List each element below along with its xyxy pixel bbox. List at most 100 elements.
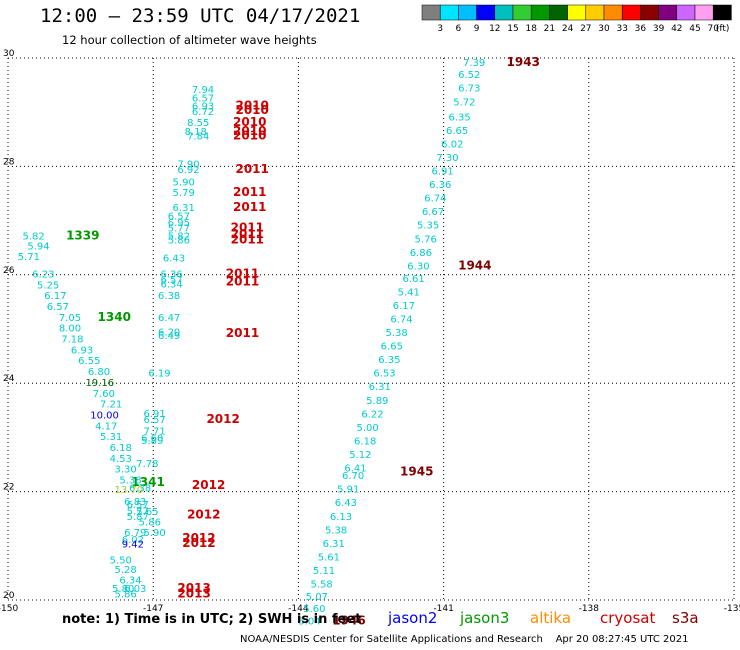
colorbar-unit: (ft): [716, 24, 730, 34]
wave-height-label: 13.70: [114, 485, 143, 496]
colorbar-swatch: [476, 4, 496, 21]
wave-height-label: 7.84: [187, 131, 209, 142]
pass-time-label: 2013: [177, 581, 210, 595]
colorbar-swatch: [585, 4, 605, 21]
wave-height-label: 6.30: [407, 261, 429, 272]
colorbar-swatch: [458, 4, 477, 21]
wave-height-label: 5.90: [173, 177, 195, 188]
colorbar-label: 18: [525, 24, 537, 34]
units-note: note: 1) Time is in UTC; 2) SWH is in fe…: [62, 612, 362, 627]
wave-height-label: 7.78: [136, 459, 158, 470]
colorbar-swatch: [421, 4, 441, 21]
wave-height-label: 6.02: [441, 139, 463, 150]
wave-height-label: 5.86: [114, 589, 136, 600]
wave-height-label: 6.19: [148, 369, 170, 380]
wave-height-label: 5.89: [366, 396, 388, 407]
pass-time-label: 2010: [233, 124, 266, 138]
pass-time-label: 2011: [231, 220, 264, 234]
wave-height-label: 8.55: [187, 118, 209, 129]
wave-height-label: 7.39: [463, 58, 485, 69]
wave-height-label: 6.57: [168, 212, 190, 223]
wave-height-label: 7.30: [436, 153, 458, 164]
colorbar-label: 3: [437, 24, 443, 34]
colorbar-label: 39: [653, 24, 665, 34]
wave-height-label: 7.90: [177, 159, 199, 170]
pass-time-label: 2010: [233, 115, 266, 129]
pass-time-label: 2013: [177, 586, 210, 600]
wave-height-label: 6.36: [429, 180, 451, 191]
wave-height-label: 6.57: [127, 500, 149, 511]
wave-height-label: 4.17: [95, 421, 117, 432]
wave-height-label: 6.91: [432, 167, 454, 178]
wave-height-label: 5.91: [337, 485, 359, 496]
wave-height-label: 6.17: [44, 291, 66, 302]
wave-height-label: 5.90: [144, 528, 166, 539]
colorbar-swatch: [621, 4, 641, 21]
pass-time-label: 1944: [458, 258, 491, 272]
colorbar-swatch: [567, 4, 587, 21]
wave-height-label: 5.87: [127, 512, 149, 523]
wave-height-label: 6.13: [330, 512, 352, 523]
pass-time-label: 1339: [66, 229, 99, 243]
pass-time-label: 2011: [233, 185, 266, 199]
colorbar-swatch: [603, 4, 623, 21]
wave-height-label: 6.57: [160, 275, 182, 286]
colorbar-swatch: [676, 4, 696, 21]
satellite-label-jason3: jason3: [460, 609, 510, 627]
pass-time-label: 2012: [192, 478, 225, 492]
wave-height-label: 6.20: [158, 328, 180, 339]
colorbar-swatch: [694, 4, 714, 21]
wave-height-label: 5.89: [141, 436, 163, 447]
wave-height-label: 10.00: [90, 410, 119, 421]
colorbar-swatch: [549, 4, 568, 21]
wave-height-label: 8.18: [185, 127, 207, 138]
wave-height-label: 7.60: [93, 389, 115, 400]
wave-height-label: 6.41: [344, 464, 366, 475]
wave-height-label: 5.65: [136, 507, 158, 518]
wave-height-label: 6.93: [71, 345, 93, 356]
wave-height-label: 6.49: [158, 331, 180, 342]
wave-height-label: 7.71: [144, 427, 166, 438]
pass-time-label: 2010: [235, 103, 268, 117]
pass-time-label: 1341: [131, 475, 164, 489]
wave-height-label: 5.38: [386, 328, 408, 339]
wave-height-label: 6.34: [160, 279, 182, 290]
colorbar-label: 21: [544, 24, 555, 34]
wave-height-label: 5.25: [37, 280, 59, 291]
wave-height-label: 5.94: [27, 241, 49, 252]
x-tick-label: -150: [0, 604, 18, 614]
wave-height-label: 6.57: [144, 415, 166, 426]
wave-height-label: 6.47: [158, 313, 180, 324]
wave-height-label: 5.31: [100, 432, 122, 443]
wave-height-label: 5.35: [417, 221, 439, 232]
pass-time-label: 1340: [98, 310, 131, 324]
pass-time-label: 2011: [235, 162, 268, 176]
colorbar-label: 33: [616, 24, 627, 34]
wave-height-label: 6.57: [192, 93, 214, 104]
wave-height-label: 3.30: [114, 465, 136, 476]
wave-height-label: 6.80: [88, 367, 110, 378]
y-tick-label: 24: [3, 374, 15, 384]
wave-height-label: 6.91: [144, 409, 166, 420]
wave-height-label: 6.18: [110, 443, 132, 454]
pass-time-label: 2011: [231, 232, 264, 246]
colorbar-swatch: [512, 4, 532, 21]
wave-height-label: 5.82: [168, 232, 190, 243]
wave-height-label: 6.61: [402, 274, 424, 285]
wave-height-label: 8.00: [59, 324, 81, 335]
credit-footer: NOAA/NESDIS Center for Satellite Applica…: [240, 634, 689, 645]
wave-height-label: 5.12: [349, 450, 371, 461]
wave-height-label: 7.18: [61, 335, 83, 346]
pass-time-label: 2011: [226, 326, 259, 340]
wave-height-label: 5.86: [139, 518, 161, 529]
wave-height-label: 6.02: [122, 535, 144, 546]
wave-height-label: 5.72: [453, 98, 475, 109]
wave-height-label: 6.53: [373, 369, 395, 380]
pass-time-label: 2012: [187, 508, 220, 522]
colorbar-label: 70: [707, 24, 719, 34]
pass-time-label: 1946: [332, 613, 365, 627]
pass-time-label: 1945: [400, 464, 433, 478]
wave-height-label: 6.86: [410, 248, 432, 259]
wave-height-label: 6.74: [424, 194, 446, 205]
